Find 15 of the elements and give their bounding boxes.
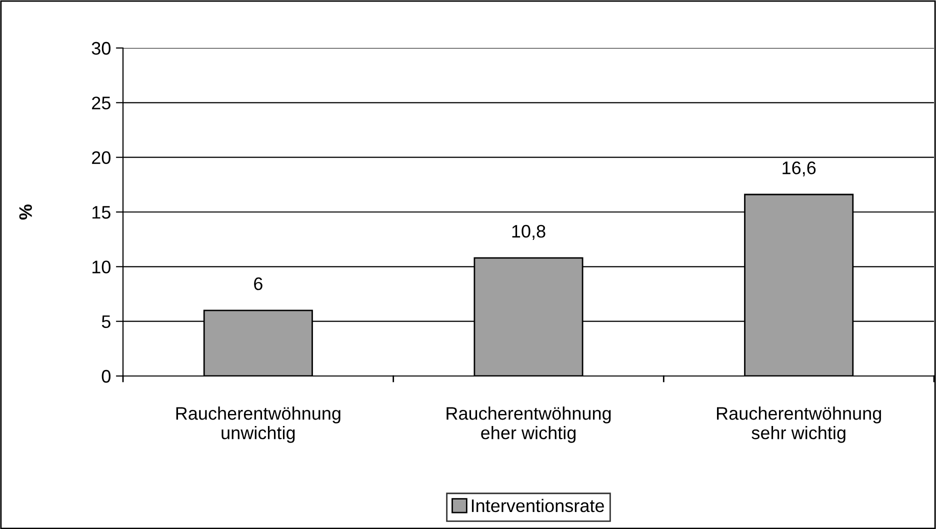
y-tick-label: 0 (102, 370, 110, 383)
y-tick-label: 15 (92, 206, 110, 219)
x-tick-label: Raucherentwöhnung sehr wichtig (717, 406, 881, 443)
data-label: 6 (254, 277, 262, 290)
y-tick-label: 30 (92, 42, 110, 55)
data-label: 16,6 (782, 161, 816, 176)
y-tick-label: 25 (92, 96, 110, 110)
y-tick-label: 5 (102, 315, 110, 328)
y-tick-label: 20 (92, 151, 110, 164)
x-tick-label: Raucherentwöhnung unwichtig (176, 406, 340, 443)
y-tick-label: 10 (92, 260, 110, 274)
x-tick-label: Raucherentwöhnung eher wichtig (446, 406, 611, 443)
y-axis-title: % (19, 204, 32, 220)
legend-label: Interventionsrate (472, 498, 604, 512)
data-label: 10,8 (512, 224, 546, 240)
